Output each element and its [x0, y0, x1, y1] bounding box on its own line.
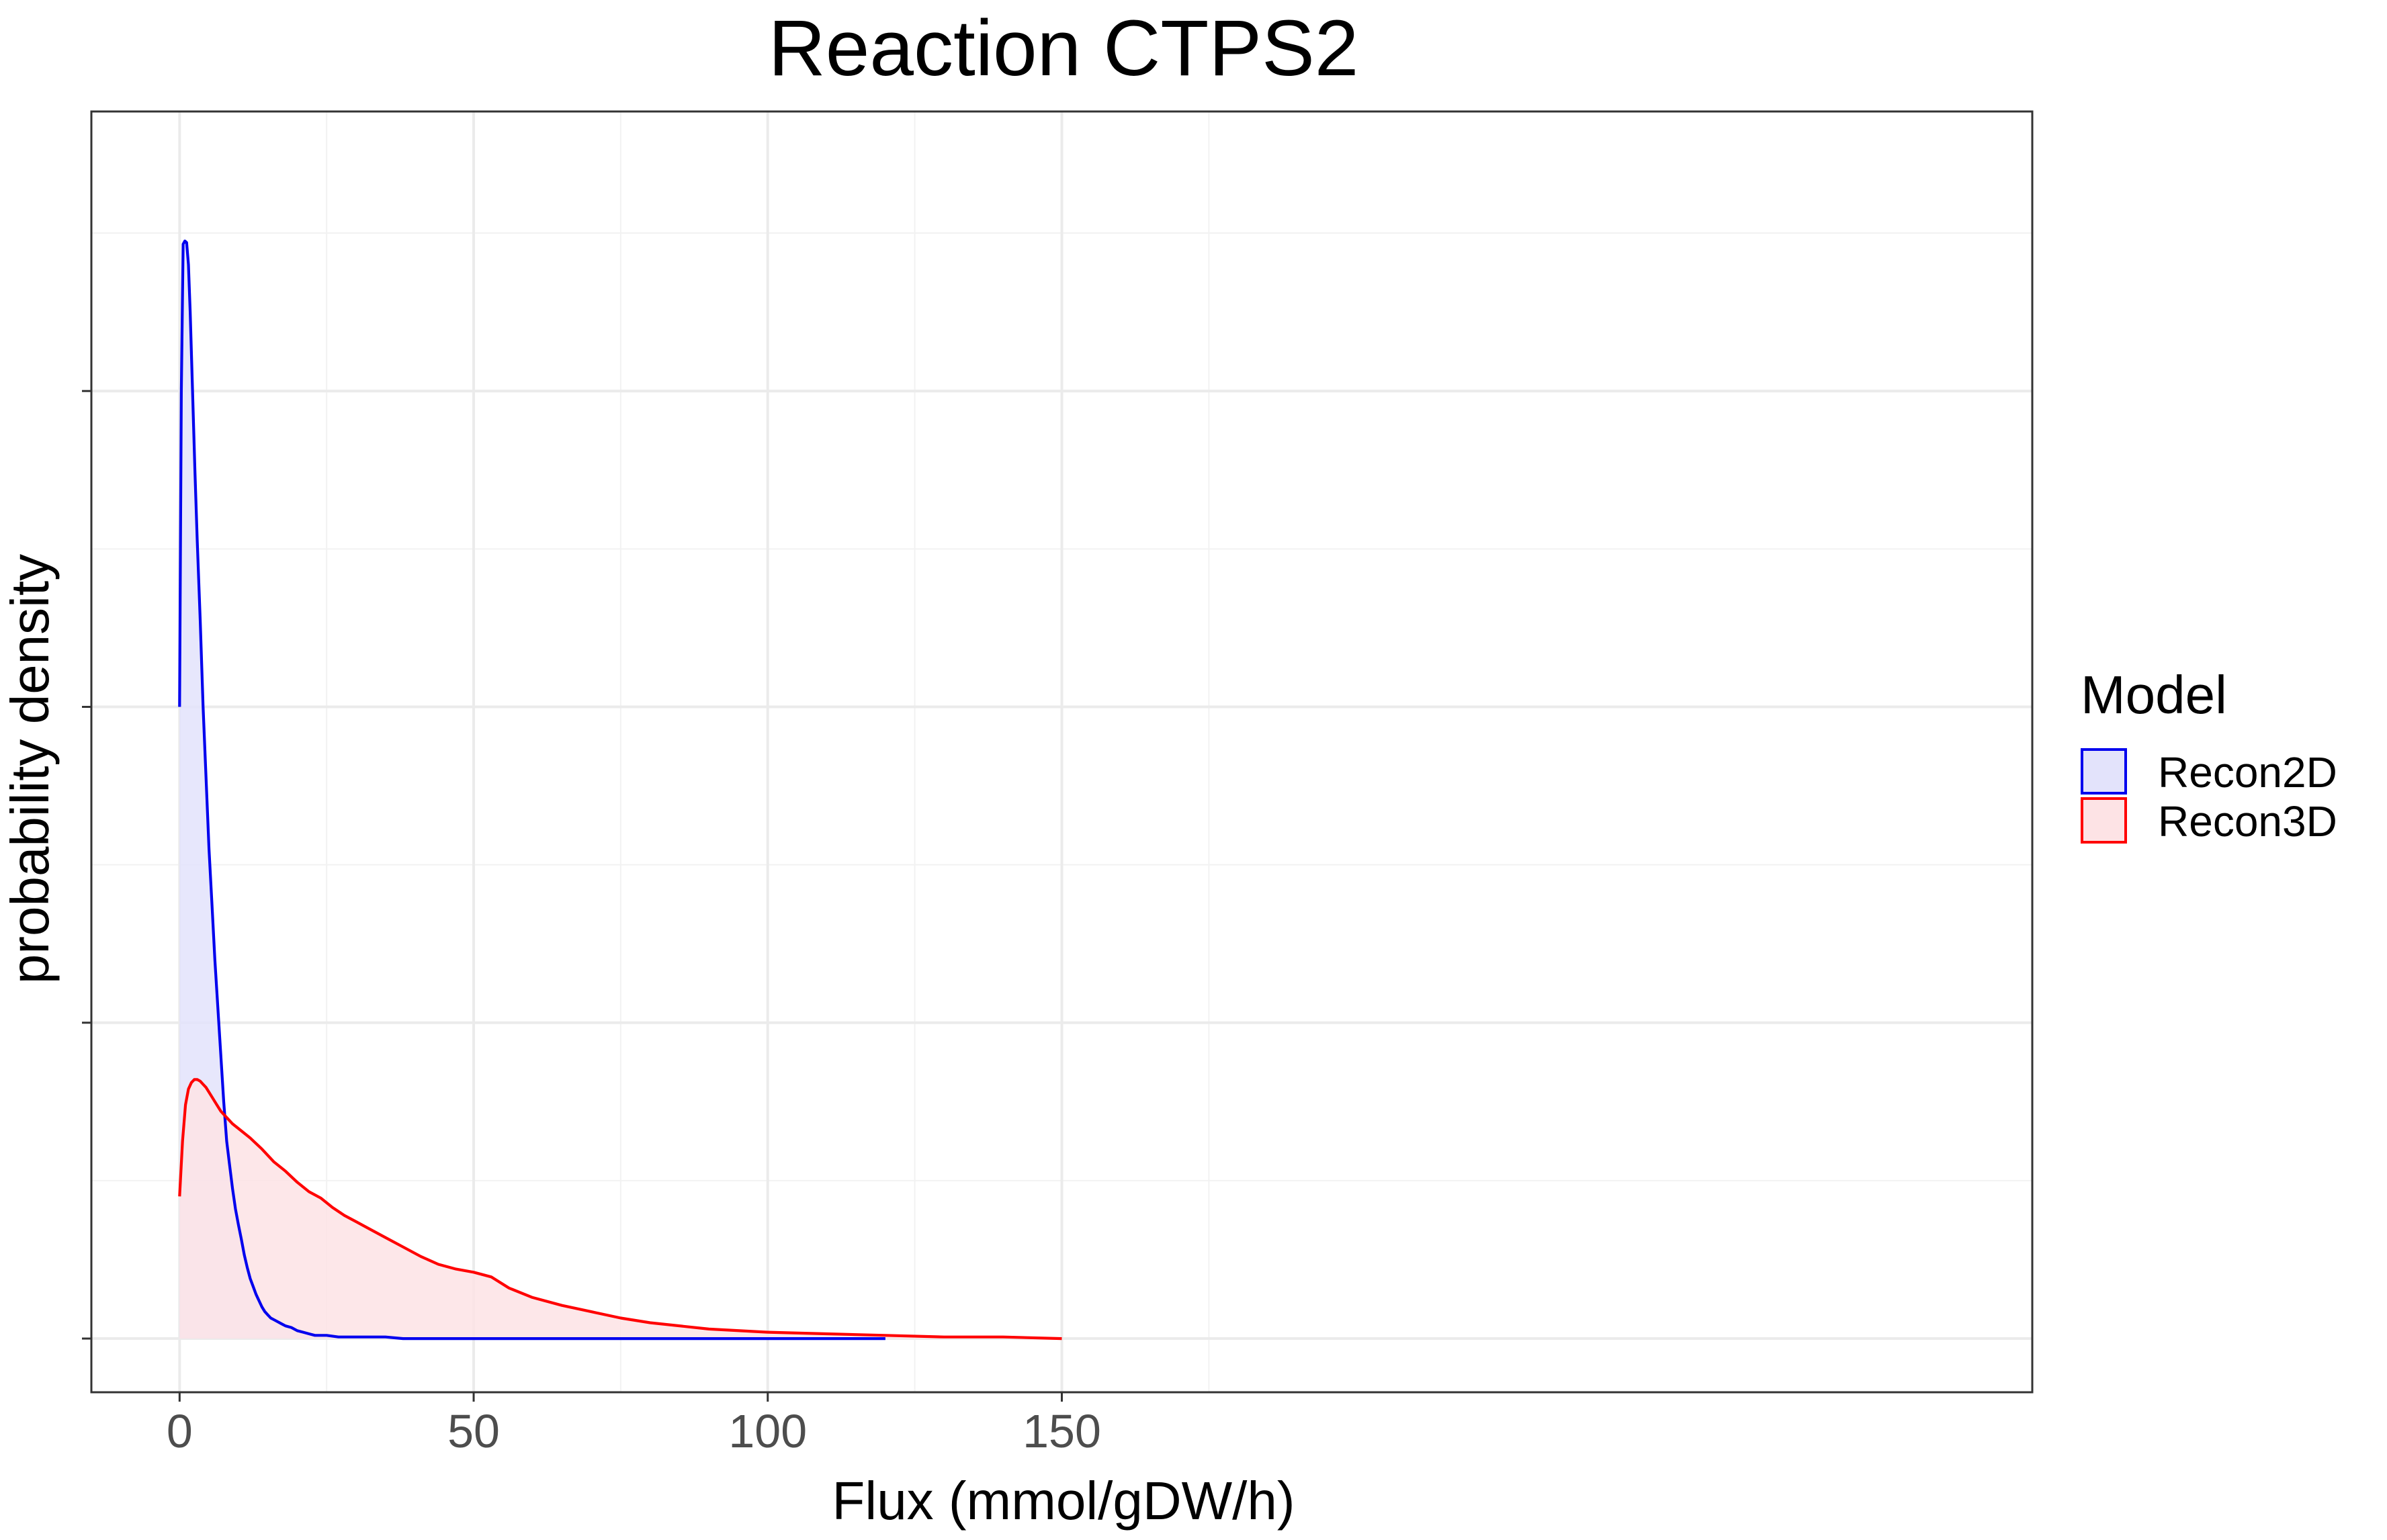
legend-key-recon3d — [2081, 797, 2127, 844]
grid-lines — [91, 111, 2032, 1392]
density-area-recon3d — [179, 1079, 1062, 1339]
y-axis-title: probability density — [0, 554, 60, 984]
x-axis-title: Flux (mmol/gDW/h) — [832, 1471, 1295, 1531]
axes: 0 50 100 150 — [82, 110, 2034, 1457]
legend-title: Model — [2081, 665, 2227, 725]
x-tick-label: 0 — [167, 1405, 193, 1457]
chart-title: Reaction CTPS2 — [769, 4, 1359, 93]
legend-key-recon2d — [2081, 748, 2127, 795]
x-tick-label: 100 — [728, 1405, 807, 1457]
x-tick-label: 150 — [1023, 1405, 1101, 1457]
x-tick-label: 50 — [447, 1405, 500, 1457]
density-line-recon2d — [178, 239, 885, 1341]
legend-label-recon2d: Recon2D — [2158, 748, 2337, 797]
legend-label-recon3d: Recon3D — [2158, 797, 2337, 846]
density-line-recon3d — [178, 1078, 1062, 1341]
series-layer — [178, 239, 1062, 1341]
